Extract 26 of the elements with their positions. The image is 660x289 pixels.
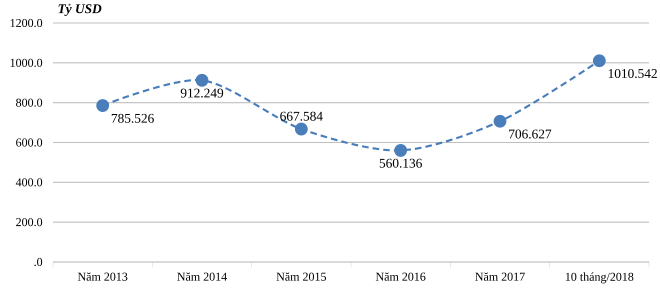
x-tick-label: Năm 2015 [276, 272, 326, 281]
y-tick-label: 400.0 [16, 178, 42, 186]
data-label: 785.526 [112, 114, 154, 123]
data-label: 912.249 [180, 88, 224, 98]
data-label: 706.627 [509, 130, 552, 139]
point [592, 54, 606, 68]
point [494, 114, 506, 128]
y-tick-label: 1000.0 [10, 58, 42, 67]
y-tick-label: 200.0 [16, 218, 42, 226]
point [394, 144, 408, 157]
y-tick-label: 1200.0 [10, 18, 42, 28]
y-axis-title: Tỷ USD [58, 4, 102, 16]
data-label: 560.136 [380, 158, 422, 168]
data-label: 1010.542 [608, 69, 657, 78]
x-tick-label: Năm 2014 [177, 272, 227, 281]
x-tick-label: Năm 2016 [376, 272, 426, 281]
point [294, 122, 308, 136]
x-tick-label: 10 tháng/2018 [566, 272, 634, 284]
data-label: 667.584 [280, 112, 323, 121]
x-tick-label: Năm 2013 [78, 272, 128, 281]
y-tick-label: 800.0 [16, 98, 42, 107]
x-tick-label: Năm 2017 [475, 272, 525, 281]
y-tick-label: 600.0 [16, 138, 42, 147]
point [96, 99, 110, 112]
y-tick-label: .0 [34, 258, 42, 266]
point [196, 74, 208, 87]
